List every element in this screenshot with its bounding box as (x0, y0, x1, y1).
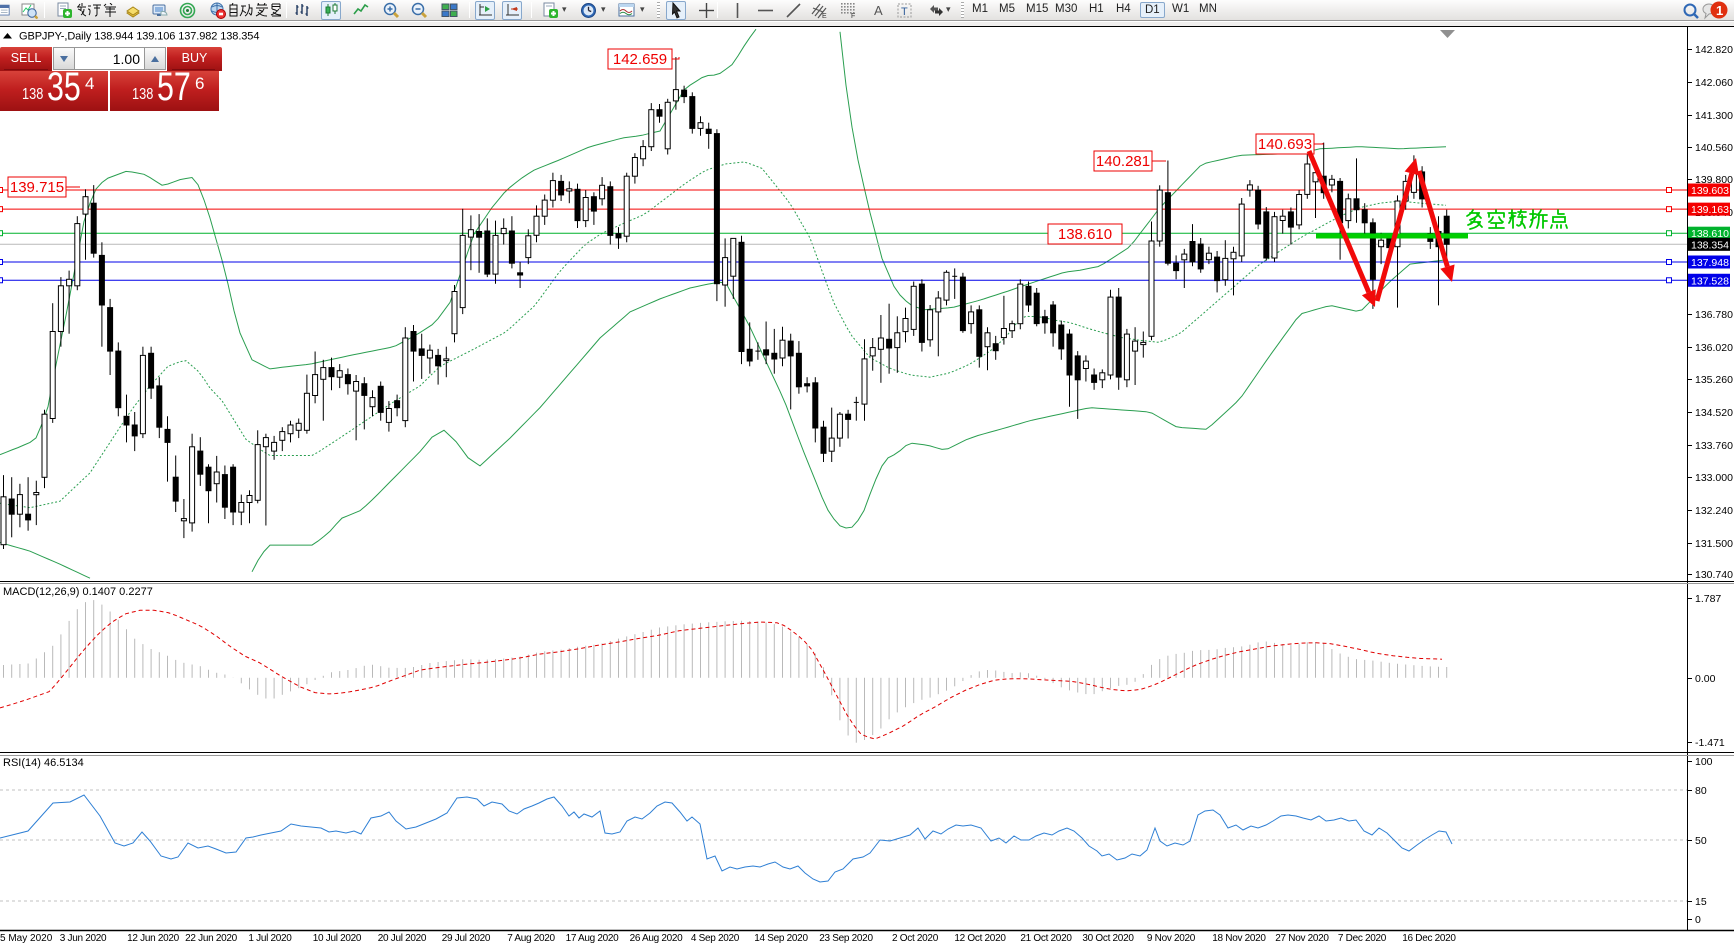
svg-text:MACD(12,26,9) 0.1407 0.2277: MACD(12,26,9) 0.1407 0.2277 (3, 586, 153, 598)
svg-text:131.500: 131.500 (1695, 538, 1733, 550)
svg-text:10 Jul 2020: 10 Jul 2020 (313, 933, 362, 943)
svg-text:132.240: 132.240 (1695, 505, 1733, 517)
svg-text:139.715: 139.715 (10, 179, 64, 196)
svg-text:136.780: 136.780 (1695, 309, 1733, 321)
svg-text:T: T (901, 6, 908, 18)
svg-text:140.560: 140.560 (1695, 142, 1733, 154)
svg-text:134.520: 134.520 (1695, 407, 1733, 419)
svg-text:141.300: 141.300 (1695, 110, 1733, 122)
svg-text:136.020: 136.020 (1695, 342, 1733, 354)
svg-text:12 Oct 2020: 12 Oct 2020 (954, 933, 1006, 943)
svg-text:RSI(14) 46.5134: RSI(14) 46.5134 (3, 757, 84, 769)
svg-text:29 Jul 2020: 29 Jul 2020 (442, 933, 491, 943)
svg-text:7 Dec 2020: 7 Dec 2020 (1338, 933, 1387, 943)
svg-text:139.163: 139.163 (1691, 204, 1729, 216)
svg-text:17 Aug 2020: 17 Aug 2020 (566, 933, 620, 943)
svg-text:142.820: 142.820 (1695, 44, 1733, 56)
svg-text:140.693: 140.693 (1258, 136, 1312, 153)
svg-text:30 Oct 2020: 30 Oct 2020 (1082, 933, 1134, 943)
svg-text:138.354: 138.354 (1691, 239, 1729, 251)
svg-text:-1.471: -1.471 (1695, 737, 1725, 749)
svg-text:0.00: 0.00 (1695, 673, 1716, 685)
svg-text:23 Sep 2020: 23 Sep 2020 (819, 933, 873, 943)
svg-text:1 Jul 2020: 1 Jul 2020 (248, 933, 292, 943)
svg-text:138.610: 138.610 (1691, 228, 1729, 240)
svg-text:140.281: 140.281 (1096, 153, 1150, 170)
svg-text:A: A (874, 3, 883, 18)
svg-text:138.610: 138.610 (1058, 226, 1112, 243)
svg-text:139.800: 139.800 (1695, 174, 1733, 186)
svg-text:135.260: 135.260 (1695, 374, 1733, 386)
svg-text:139.603: 139.603 (1691, 185, 1729, 197)
svg-text:137.528: 137.528 (1691, 275, 1729, 287)
svg-text:100: 100 (1695, 756, 1713, 768)
svg-text:1: 1 (1716, 3, 1723, 18)
svg-text:9 Nov 2020: 9 Nov 2020 (1147, 933, 1196, 943)
svg-text:3 Jun 2020: 3 Jun 2020 (60, 933, 107, 943)
svg-text:7 Aug 2020: 7 Aug 2020 (507, 933, 555, 943)
svg-text:5 May 2020: 5 May 2020 (0, 933, 53, 943)
svg-text:27 Nov 2020: 27 Nov 2020 (1275, 933, 1329, 943)
svg-text:26 Aug 2020: 26 Aug 2020 (630, 933, 684, 943)
svg-text:4 Sep 2020: 4 Sep 2020 (691, 933, 740, 943)
svg-text:133.760: 133.760 (1695, 440, 1733, 452)
svg-text:133.000: 133.000 (1695, 472, 1733, 484)
svg-text:22 Jun 2020: 22 Jun 2020 (185, 933, 237, 943)
svg-text:F: F (851, 13, 855, 19)
svg-text:1.787: 1.787 (1695, 593, 1721, 605)
svg-text:E: E (822, 13, 827, 19)
svg-text:18 Nov 2020: 18 Nov 2020 (1212, 933, 1266, 943)
svg-text:50: 50 (1695, 835, 1707, 847)
svg-text:2 Oct 2020: 2 Oct 2020 (892, 933, 939, 943)
svg-text:14 Sep 2020: 14 Sep 2020 (754, 933, 808, 943)
svg-text:130.740: 130.740 (1695, 569, 1733, 581)
svg-text:0: 0 (1695, 914, 1701, 926)
svg-text:GBPJPY-,Daily 138.944 139.106: GBPJPY-,Daily 138.944 139.106 137.982 13… (19, 31, 259, 43)
svg-text:142.659: 142.659 (613, 51, 667, 68)
svg-text:16 Dec 2020: 16 Dec 2020 (1402, 933, 1456, 943)
svg-text:21 Oct 2020: 21 Oct 2020 (1020, 933, 1072, 943)
svg-text:12 Jun 2020: 12 Jun 2020 (127, 933, 179, 943)
svg-text:20 Jul 2020: 20 Jul 2020 (378, 933, 427, 943)
svg-text:15: 15 (1695, 896, 1707, 908)
svg-text:137.948: 137.948 (1691, 257, 1729, 269)
svg-text:80: 80 (1695, 785, 1707, 797)
svg-text:142.060: 142.060 (1695, 77, 1733, 89)
